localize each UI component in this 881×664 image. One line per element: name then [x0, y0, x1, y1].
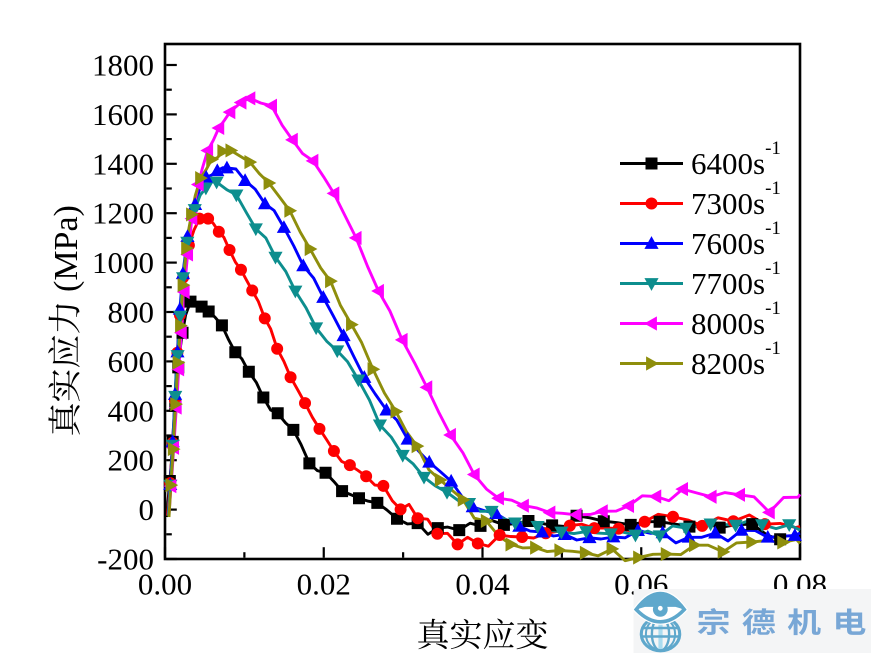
- eye-globe-icon: [632, 590, 689, 653]
- y-tick-label: 800: [108, 294, 155, 329]
- y-tick-label: -200: [97, 542, 154, 577]
- y-axis-title: (MPa): [48, 205, 85, 435]
- legend-label-7300s-1: 7300s-1: [691, 178, 781, 221]
- y-tick-label: 400: [108, 393, 155, 428]
- y-tick-label: 1600: [92, 97, 154, 132]
- y-tick-label: 200: [108, 443, 155, 478]
- legend-marker-6400s-1: [645, 157, 658, 170]
- svg-text:(MPa): (MPa): [48, 205, 85, 300]
- y-tick-label: 1400: [92, 146, 154, 181]
- legend-label-8200s-1: 8200s-1: [691, 338, 781, 381]
- y-tick-label: 600: [108, 344, 155, 379]
- y-tick-label: 1200: [92, 196, 154, 231]
- legend-marker-7700s-1: [644, 278, 659, 291]
- legend-label-7700s-1: 7700s-1: [691, 258, 781, 301]
- axes: -200 0 200 400 600 800 1000 1200 1400 1600 1800 0.0…: [92, 42, 827, 602]
- y-tick-label: 1800: [92, 47, 154, 82]
- legend-marker-7600s-1: [644, 236, 659, 249]
- legend-label-8000s-1: 8000s-1: [691, 298, 781, 341]
- legend-label-7600s-1: 7600s-1: [691, 218, 781, 261]
- legend: 6400s-17300s-17600s-17700s-18000s-18200s…: [620, 138, 781, 381]
- x-tick-label: 0.00: [138, 567, 192, 602]
- legend-marker-8000s-1: [644, 316, 657, 331]
- curve-markers-6400s-1: [163, 295, 787, 546]
- x-tick-label: 0.02: [297, 567, 351, 602]
- x-axis-title: [418, 618, 548, 650]
- x-tick-label: 0.04: [455, 567, 510, 602]
- legend-marker-8200s-1: [646, 356, 659, 371]
- y-tick-label: 1000: [92, 245, 154, 280]
- watermark-text: [697, 607, 866, 636]
- curve-markers-7300s-1: [164, 212, 771, 551]
- watermark-logo: [632, 589, 871, 653]
- curve-markers: [163, 91, 802, 565]
- plot-frame: [163, 42, 802, 561]
- legend-label-6400s-1: 6400s-1: [691, 138, 781, 181]
- y-tick-label: 0: [139, 492, 155, 527]
- legend-marker-7300s-1: [645, 197, 658, 210]
- curve-markers-8000s-1: [163, 91, 775, 522]
